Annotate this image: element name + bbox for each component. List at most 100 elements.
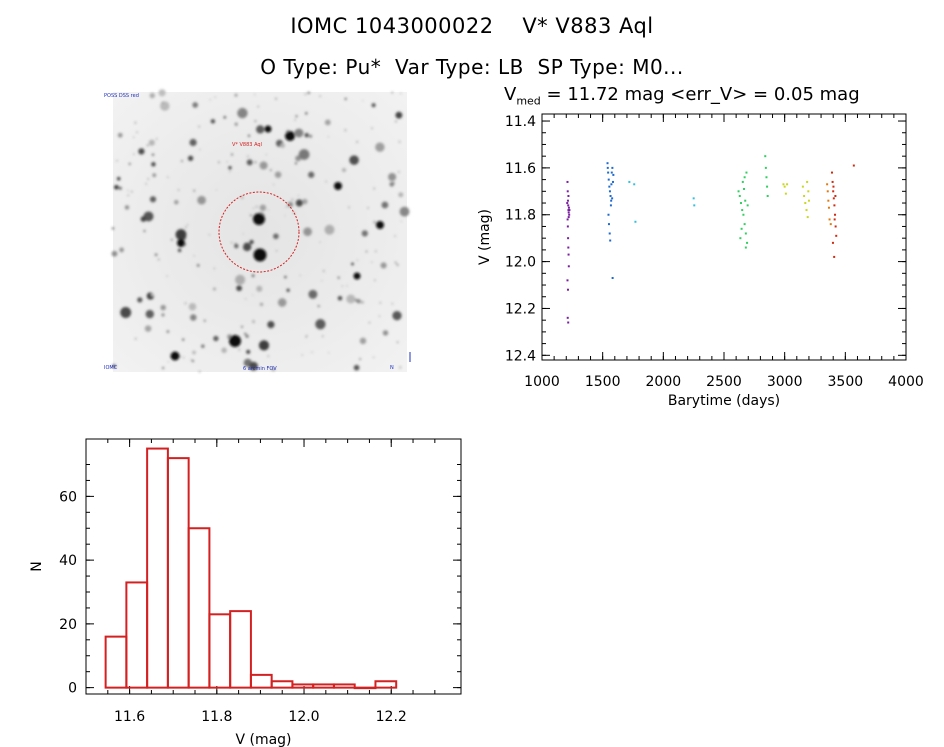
star	[337, 295, 343, 301]
lc-data-point	[628, 180, 631, 183]
star	[394, 235, 396, 237]
star	[373, 221, 376, 224]
lc-data-point	[742, 213, 745, 216]
lc-y-tick-label: 12.0	[505, 255, 536, 271]
star	[149, 92, 155, 99]
lc-data-point	[566, 180, 569, 183]
star	[273, 233, 279, 240]
lc-data-point	[739, 237, 742, 240]
star	[285, 206, 288, 208]
star	[398, 192, 404, 198]
star	[201, 344, 205, 348]
lc-data-point	[828, 218, 831, 221]
star	[265, 153, 267, 156]
star	[158, 89, 166, 97]
hist-plot-frame	[85, 438, 462, 695]
lc-data-point	[805, 209, 808, 212]
star	[158, 258, 160, 261]
star	[251, 320, 256, 324]
lc-data-point	[566, 225, 569, 228]
star	[341, 285, 343, 287]
star	[152, 173, 157, 178]
star	[337, 276, 340, 279]
star	[360, 300, 364, 304]
star	[196, 263, 200, 267]
star	[277, 298, 287, 307]
star	[297, 195, 300, 197]
finder-image: POSS DSS red V* V883 Aql IOMC 6 arcmin F…	[104, 89, 411, 373]
star	[138, 148, 145, 155]
lc-data-point	[611, 180, 614, 183]
star	[246, 159, 253, 166]
star	[371, 103, 376, 108]
lc-data-point	[743, 223, 746, 226]
heading-med-subscript: med	[516, 94, 541, 108]
star	[189, 138, 197, 147]
star	[230, 241, 233, 244]
star	[131, 190, 133, 193]
star	[162, 101, 164, 104]
star	[199, 148, 201, 151]
lc-data-point	[567, 216, 570, 219]
lc-data-point	[612, 173, 615, 176]
star	[301, 354, 303, 356]
bright-star	[376, 221, 384, 229]
star	[254, 119, 257, 123]
star	[133, 153, 135, 155]
lc-y-tick-label: 11.4	[505, 114, 536, 130]
star	[162, 366, 165, 370]
star	[111, 250, 118, 257]
star	[295, 115, 298, 118]
lc-data-point	[743, 176, 746, 179]
light-curve-heading: Vmed = 11.72 mag <err_V> = 0.05 mag	[504, 84, 860, 108]
lc-x-tick-label: 3000	[767, 374, 803, 390]
star	[308, 171, 315, 178]
hist-bar	[312, 683, 335, 689]
lc-data-point	[610, 171, 613, 174]
lc-data-point	[830, 171, 833, 174]
star	[317, 304, 320, 308]
star	[344, 97, 347, 101]
star	[259, 302, 264, 306]
lc-data-point	[764, 155, 767, 158]
hist-bar	[229, 610, 252, 689]
star	[252, 294, 254, 296]
star	[321, 335, 324, 338]
star	[185, 226, 187, 228]
star	[245, 334, 249, 338]
star	[203, 319, 206, 322]
star	[112, 364, 116, 368]
lc-data-point	[834, 195, 837, 197]
star	[394, 120, 398, 123]
lc-data-point	[829, 223, 832, 226]
star	[156, 138, 158, 140]
lc-data-point	[608, 185, 611, 188]
lc-data-point	[766, 195, 769, 197]
star	[190, 314, 197, 321]
lc-data-point	[803, 195, 806, 197]
star	[215, 189, 217, 191]
star	[183, 356, 185, 359]
lc-data-point	[834, 213, 837, 216]
star	[116, 160, 118, 162]
lc-data-point	[567, 206, 570, 209]
lc-data-point	[692, 197, 695, 200]
hist-y-tick-label: 60	[59, 489, 77, 505]
star	[229, 170, 231, 173]
star	[271, 367, 276, 372]
lc-plot-frame	[541, 113, 907, 361]
lc-data-point	[745, 171, 748, 174]
finder-label-bottom-left: IOMC	[104, 365, 118, 371]
star	[382, 330, 389, 336]
lc-data-point	[744, 199, 747, 202]
star	[144, 325, 152, 332]
star	[298, 149, 310, 160]
star	[372, 356, 375, 359]
star	[254, 93, 256, 96]
star	[394, 261, 397, 264]
star	[365, 250, 368, 253]
star	[307, 91, 310, 95]
star	[303, 227, 312, 237]
lc-data-point	[739, 202, 742, 205]
lc-data-point	[607, 223, 610, 226]
